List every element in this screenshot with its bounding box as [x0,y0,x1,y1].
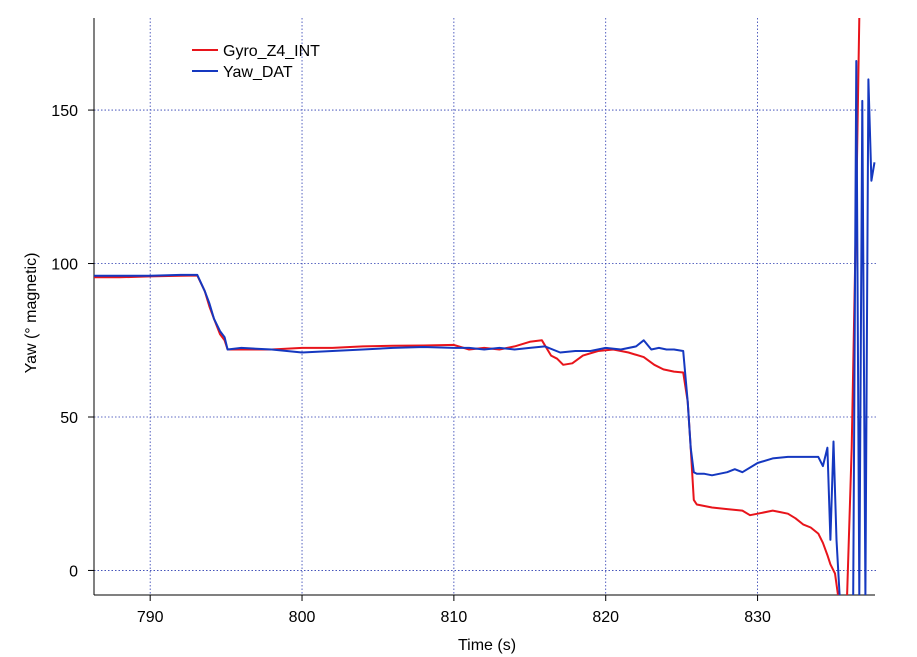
plot-area [94,18,876,595]
series-line-yaw-dat [852,60,876,595]
x-tick-label: 810 [441,609,468,626]
y-tick-label: 100 [51,257,78,274]
x-tick-label: 830 [744,609,771,626]
legend-label: Yaw_DAT [223,64,293,81]
x-tick-label: 790 [137,609,164,626]
ticks: 790 800 810 820 830 0 50 100 150 [51,103,771,626]
axes [93,18,875,596]
y-tick-label: 0 [69,563,78,580]
legend: Gyro_Z4_INT Yaw_DAT [192,43,320,81]
grid-lines [94,18,876,595]
y-tick-label: 150 [51,103,78,120]
y-tick-label: 50 [60,410,78,427]
x-tick-label: 800 [289,609,316,626]
legend-label: Gyro_Z4_INT [223,43,320,60]
series-line-gyro-z4-int [94,274,839,595]
y-axis-title: Yaw (° magnetic) [23,253,40,374]
x-axis-title: Time (s) [458,637,516,654]
series-line-yaw-dat [94,273,841,595]
x-tick-label: 820 [592,609,619,626]
